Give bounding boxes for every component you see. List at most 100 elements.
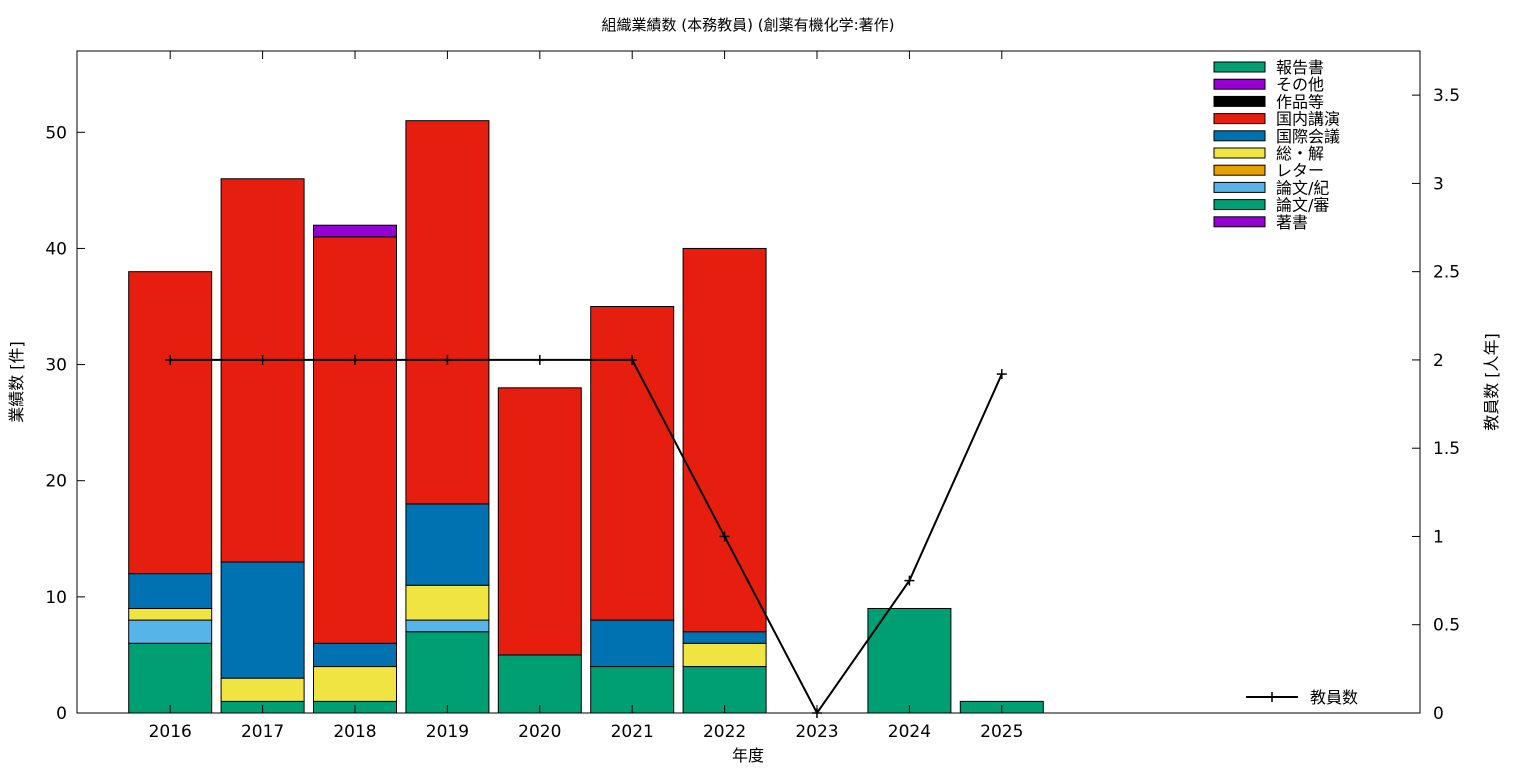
y2-tick-label: 3	[1433, 174, 1444, 194]
y2-tick-label: 1.5	[1433, 439, 1460, 459]
x-tick-label: 2020	[518, 722, 561, 742]
legend-swatch	[1213, 199, 1266, 211]
bar-2018-series-6	[313, 236, 397, 644]
legend-swatch	[1213, 164, 1266, 176]
y-tick-label: 40	[45, 239, 67, 259]
bar-2022-series-5	[682, 631, 767, 644]
line-point-2020	[534, 354, 545, 365]
legend-entry: 国内講演	[1213, 110, 1340, 129]
legend-label: 著書	[1276, 213, 1308, 232]
y2-tick-label: 2.5	[1433, 263, 1460, 283]
bar-2017-series-5	[220, 561, 305, 679]
y-tick-label: 20	[45, 472, 67, 492]
legend-swatch	[1213, 216, 1266, 228]
legend-label: 国際会議	[1276, 127, 1340, 146]
line-point-2025	[996, 369, 1007, 380]
legend-entry: 国際会議	[1213, 127, 1340, 146]
y2-tick-label: 1	[1433, 527, 1444, 547]
bar-2022-series-6	[682, 247, 767, 633]
bar-2016-series-6	[128, 271, 213, 575]
bar-2019-series-6	[405, 120, 490, 505]
bar-2016-series-2	[128, 619, 213, 644]
bar-2021-series-6	[590, 306, 675, 621]
legend-entry: 作品等	[1213, 92, 1324, 111]
y-tick-label: 30	[45, 356, 67, 376]
bar-2018-series-5	[313, 642, 397, 668]
bar-2022-series-4	[682, 642, 767, 668]
legend-label: 総・解	[1276, 144, 1324, 163]
bar-2021-series-5	[590, 619, 675, 668]
bar-2016-series-4	[128, 607, 213, 621]
legend-entry: 総・解	[1213, 144, 1324, 163]
bar-2017-series-6	[220, 178, 305, 563]
legend-entry: 報告書	[1213, 58, 1324, 77]
legend-swatch	[1213, 181, 1266, 193]
y-axis-label: 業績数 [件]	[7, 341, 26, 423]
x-tick-label: 2021	[611, 722, 654, 742]
y2-tick-label: 2	[1433, 351, 1444, 371]
bar-2016-series-1	[128, 642, 213, 714]
bar-layer	[128, 120, 1044, 714]
legend-entry: その他	[1213, 75, 1324, 94]
legend-swatch	[1213, 130, 1266, 142]
line-point-2022	[719, 531, 730, 542]
legend-swatch	[1213, 78, 1266, 90]
bar-2019-series-1	[405, 631, 490, 714]
legend-entry: 著書	[1213, 213, 1308, 232]
y2-tick-label: 3.5	[1433, 86, 1460, 106]
y2-axis: 0 0.5 1 1.5 2 2.5 3 3.5	[1412, 86, 1460, 724]
legend-swatch	[1213, 147, 1266, 159]
bar-2024-series-9	[867, 607, 952, 714]
legend-label: 国内講演	[1276, 110, 1340, 129]
y-tick-label: 10	[45, 588, 67, 608]
legend-entry: レター	[1213, 161, 1324, 180]
bar-2017-series-4	[220, 677, 305, 702]
plot-frame	[76, 50, 1421, 714]
legend-swatch	[1213, 113, 1266, 125]
x-tick-label: 2022	[703, 722, 746, 742]
x-tick-label: 2016	[149, 722, 192, 742]
line-point-2021	[627, 354, 638, 365]
legend-label: 報告書	[1276, 58, 1324, 77]
y-tick-label: 50	[45, 123, 67, 143]
line-point-2016	[165, 354, 176, 365]
legend-label: 論文/審	[1276, 196, 1329, 215]
legend-swatch	[1213, 61, 1266, 73]
bar-2019-series-2	[405, 619, 490, 633]
x-tick-label: 2023	[795, 722, 838, 742]
legend-label: その他	[1276, 75, 1324, 94]
bar-2019-series-4	[405, 584, 490, 621]
bar-2018-series-8	[313, 224, 397, 238]
line-point-2019	[442, 354, 453, 365]
line-series	[170, 358, 1003, 715]
x-tick-label: 2017	[241, 722, 284, 742]
y2-axis-label: 教員数 [人年]	[1482, 333, 1501, 431]
y-tick-label: 0	[56, 704, 67, 724]
y2-tick-label: 0.5	[1433, 616, 1460, 636]
y2-tick-label: 0	[1433, 704, 1444, 724]
x-axis-label: 年度	[732, 746, 764, 765]
x-tick-label: 2019	[426, 722, 469, 742]
bar-2020-series-6	[497, 387, 582, 656]
legend-swatch	[1213, 95, 1266, 107]
line-point-2018	[350, 354, 360, 365]
legend-label: 作品等	[1276, 92, 1324, 111]
bar-2020-series-1	[497, 654, 582, 714]
legend-entry: 論文/審	[1213, 196, 1329, 215]
x-tick-label: 2025	[980, 722, 1023, 742]
x-tick-label: 2024	[888, 722, 931, 742]
x-axis: 2016 2017 2018 2019 2020 2021 2022 2023 2024 2025	[149, 51, 1023, 742]
line-legend: 教員数	[1246, 688, 1358, 707]
legend-entry: 論文/紀	[1213, 178, 1329, 197]
bar-2016-series-5	[128, 573, 213, 609]
legend-label: レター	[1276, 161, 1324, 180]
bar-2019-series-5	[405, 503, 490, 586]
line-legend-label: 教員数	[1310, 688, 1358, 707]
legend-label: 論文/紀	[1276, 178, 1329, 197]
line-point-2024	[904, 575, 915, 586]
bar-2018-series-4	[313, 666, 397, 702]
y-axis: 0 10 20 30 40 50	[45, 123, 85, 724]
x-tick-label: 2018	[333, 722, 376, 742]
